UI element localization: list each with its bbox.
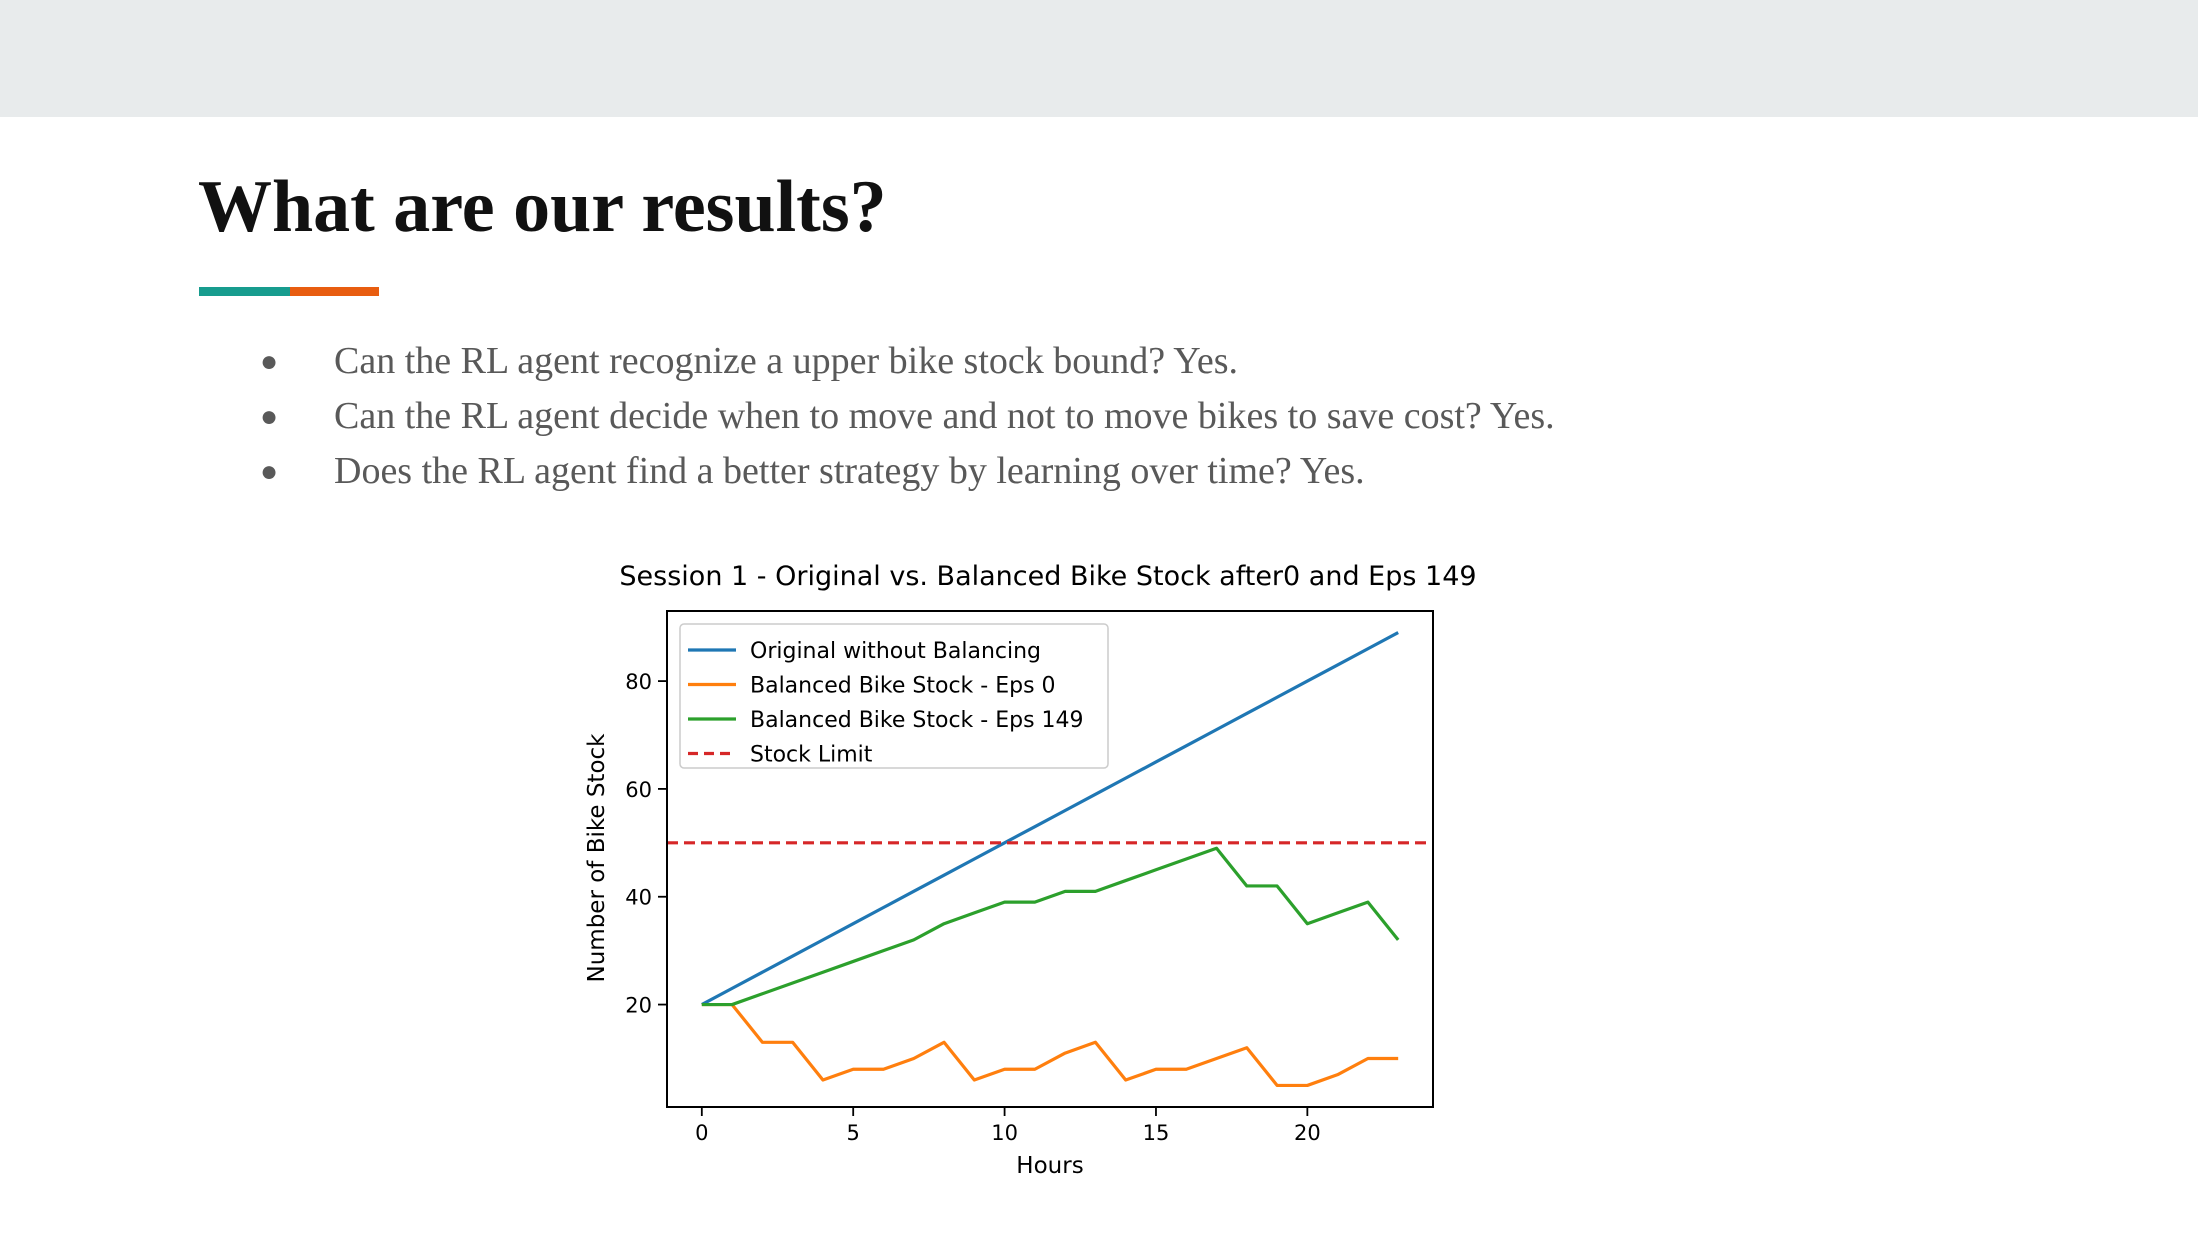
- bullet-list: ● Can the RL agent recognize a upper bike…: [260, 334, 1555, 499]
- y-tick-label: 60: [625, 778, 652, 802]
- bike-stock-chart: Session 1 - Original vs. Balanced Bike S…: [584, 561, 1477, 1179]
- y-axis-label: Number of Bike Stock: [584, 733, 610, 983]
- y-tick-label: 80: [625, 670, 652, 694]
- top-bar: [0, 0, 2198, 117]
- bullet-dot-icon: ●: [260, 400, 279, 433]
- bullet-item: ● Does the RL agent find a better strateg…: [260, 444, 1555, 499]
- chart-title: Session 1 - Original vs. Balanced Bike S…: [619, 561, 1476, 592]
- bullet-item: ● Can the RL agent recognize a upper bike…: [260, 334, 1555, 389]
- bullet-item: ● Can the RL agent decide when to move an…: [260, 389, 1555, 444]
- y-tick-label: 20: [625, 994, 652, 1018]
- x-tick-label: 10: [991, 1121, 1018, 1145]
- title-accent-orange: [290, 287, 379, 296]
- bullet-text: Can the RL agent recognize a upper bike …: [334, 340, 1239, 382]
- plot-frame: [666, 610, 1434, 1108]
- legend-label: Balanced Bike Stock - Eps 0: [750, 674, 1056, 699]
- x-tick-label: 20: [1294, 1121, 1321, 1145]
- y-tick-label: 40: [625, 886, 652, 910]
- x-axis-label: Hours: [1016, 1153, 1083, 1179]
- plot-area: 0 5 10 15 20 20 40 60 80 Original without Balanci…: [625, 610, 1434, 1145]
- legend-label: Original without Balancing: [750, 639, 1041, 664]
- legend-label: Stock Limit: [750, 743, 873, 768]
- slide-title: What are our results?: [198, 166, 887, 248]
- bullet-text: Does the RL agent find a better strategy…: [334, 450, 1365, 492]
- x-tick-label: 5: [847, 1121, 860, 1145]
- series-line-1: [701, 1002, 1399, 1088]
- x-tick-label: 0: [695, 1121, 708, 1145]
- bullet-dot-icon: ●: [260, 345, 279, 378]
- bullet-text: Can the RL agent decide when to move and…: [334, 395, 1555, 437]
- bullet-dot-icon: ●: [260, 455, 279, 488]
- title-accent-teal: [199, 287, 290, 296]
- series-line-2: [701, 846, 1400, 1007]
- series-line-0: [701, 631, 1399, 1006]
- legend-label: Balanced Bike Stock - Eps 149: [750, 708, 1084, 733]
- x-tick-label: 15: [1143, 1121, 1170, 1145]
- legend-box: [679, 623, 1109, 769]
